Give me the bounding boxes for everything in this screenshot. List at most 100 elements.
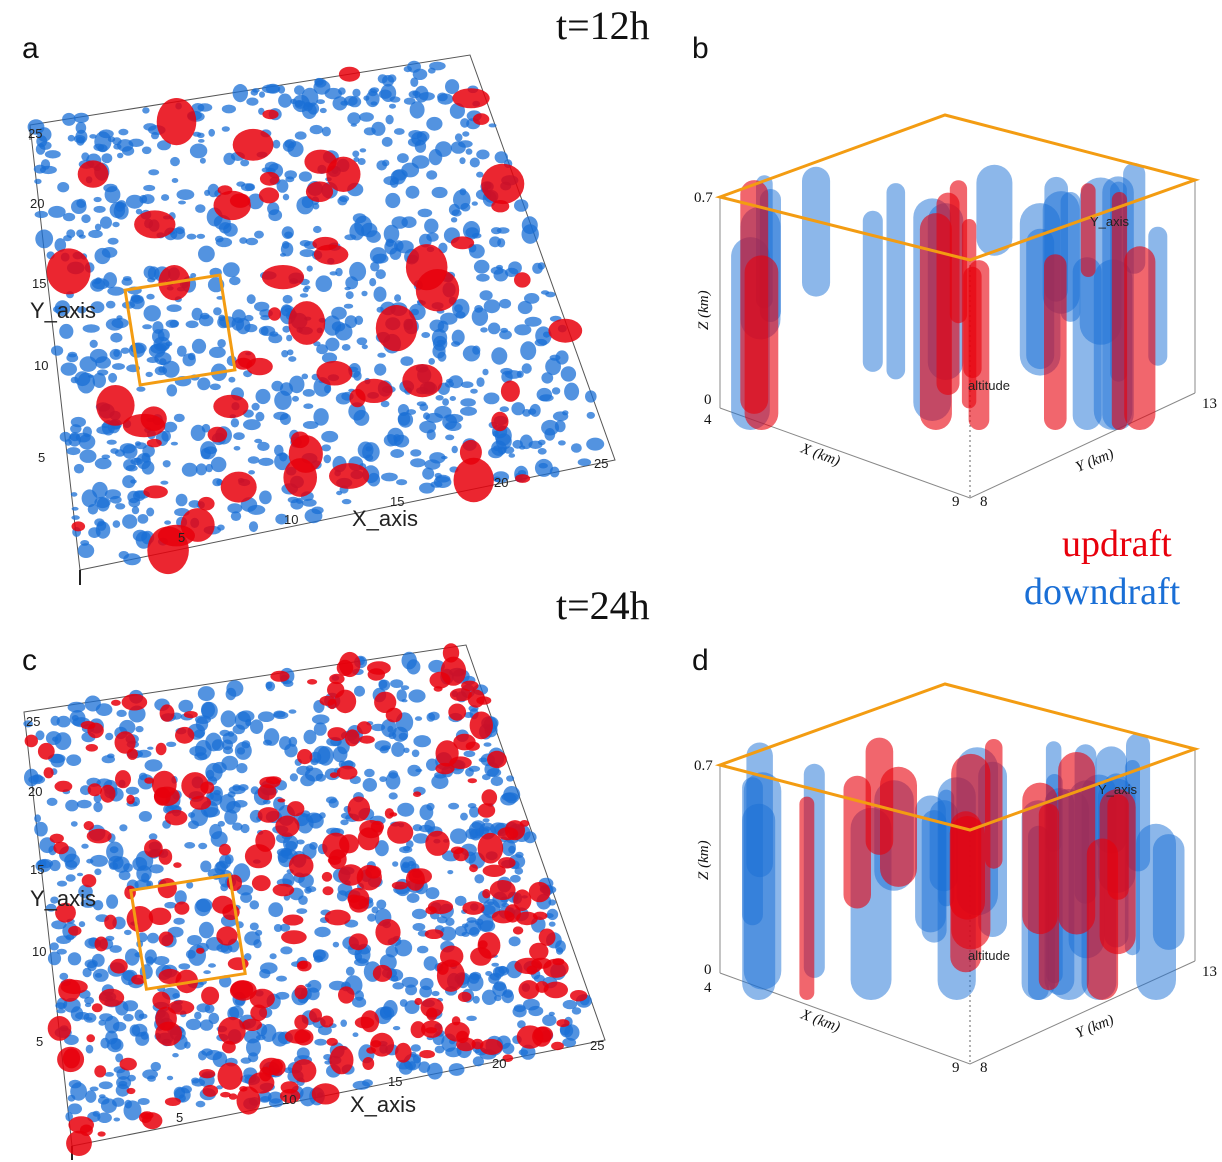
- downdraft-blob: [138, 1013, 148, 1019]
- downdraft-blob: [122, 514, 138, 529]
- downdraft-blob: [476, 171, 484, 178]
- panel-a-y-tick: 20: [30, 196, 44, 211]
- downdraft-blob: [181, 462, 198, 477]
- panel-letter-d: d: [692, 644, 709, 677]
- downdraft-blob: [476, 377, 485, 387]
- downdraft-blob: [577, 458, 592, 467]
- downdraft-blob: [138, 772, 148, 781]
- downdraft-blob: [311, 714, 330, 725]
- downdraft-blob: [37, 858, 54, 869]
- updraft-blob: [158, 931, 174, 947]
- panel-a-frame: [29, 54, 616, 571]
- updraft-blob: [338, 66, 361, 82]
- downdraft-blob: [352, 1032, 359, 1037]
- downdraft-blob: [450, 141, 466, 154]
- downdraft-blob: [98, 1019, 106, 1026]
- panel-c-x-tick: 25: [590, 1038, 604, 1053]
- downdraft-blob: [201, 423, 211, 433]
- downdraft-blob: [379, 776, 387, 782]
- updraft-blob: [389, 812, 398, 817]
- downdraft-blob: [426, 758, 439, 771]
- updraft-blob: [327, 855, 342, 865]
- updraft-blob: [242, 1018, 262, 1031]
- downdraft-blob: [143, 184, 156, 192]
- downdraft-blob: [319, 107, 327, 114]
- downdraft-blob: [135, 442, 147, 450]
- updraft-blob: [122, 413, 166, 438]
- downdraft-blob: [65, 874, 76, 882]
- downdraft-blob: [112, 520, 121, 528]
- downdraft-column: [1152, 834, 1185, 950]
- downdraft-blob: [469, 806, 480, 818]
- downdraft-blob: [94, 868, 102, 876]
- updraft-blob: [329, 673, 345, 685]
- updraft-blob: [297, 749, 313, 765]
- updraft-blob: [228, 1093, 238, 1100]
- downdraft-blob: [283, 835, 299, 852]
- downdraft-blob: [309, 124, 324, 135]
- downdraft-blob: [502, 1042, 515, 1055]
- downdraft-blob: [247, 456, 260, 464]
- downdraft-blob: [400, 685, 410, 691]
- downdraft-blob: [397, 404, 410, 416]
- downdraft-blob: [571, 1007, 582, 1015]
- updraft-blob: [402, 364, 443, 398]
- downdraft-blob: [213, 307, 222, 316]
- updraft-blob: [37, 742, 55, 760]
- updraft-blob: [356, 721, 372, 735]
- downdraft-blob: [123, 1013, 134, 1022]
- downdraft-blob: [67, 134, 75, 142]
- updraft-blob: [450, 846, 464, 855]
- downdraft-blob: [152, 321, 164, 334]
- downdraft-blob: [138, 811, 152, 822]
- updraft-column: [961, 219, 977, 409]
- downdraft-blob: [503, 989, 513, 998]
- downdraft-blob: [279, 923, 291, 932]
- panel-b-y-label: Y (km): [1074, 446, 1117, 476]
- updraft-blob: [514, 272, 531, 288]
- downdraft-blob: [397, 153, 409, 164]
- downdraft-blob: [510, 874, 521, 883]
- downdraft-blob: [60, 362, 77, 376]
- panel-b-x-label: X (km): [798, 440, 842, 469]
- updraft-blob: [329, 772, 339, 778]
- downdraft-blob: [34, 814, 41, 823]
- downdraft-blob: [112, 856, 130, 873]
- updraft-blob: [87, 783, 103, 797]
- updraft-blob: [320, 1015, 334, 1028]
- updraft-blob: [207, 426, 228, 443]
- downdraft-blob: [45, 903, 57, 912]
- updraft-column: [950, 811, 982, 973]
- downdraft-blob: [442, 398, 449, 406]
- downdraft-blob: [348, 96, 362, 108]
- downdraft-blob: [86, 858, 94, 864]
- downdraft-blob: [375, 269, 386, 280]
- panel-a-y-axis-title: Y_axis: [30, 298, 96, 323]
- downdraft-blob: [419, 420, 437, 434]
- downdraft-blob: [276, 179, 289, 193]
- downdraft-blob: [107, 237, 119, 245]
- downdraft-blob: [56, 948, 67, 955]
- downdraft-blob: [76, 872, 84, 877]
- downdraft-blob: [194, 1011, 202, 1020]
- updraft-column: [985, 739, 1003, 869]
- downdraft-blob: [254, 438, 263, 444]
- downdraft-blob: [361, 344, 368, 350]
- downdraft-blob: [142, 324, 153, 330]
- updraft-blob: [294, 1014, 309, 1030]
- downdraft-blob: [248, 470, 256, 475]
- downdraft-blob: [375, 840, 389, 857]
- downdraft-blob: [345, 276, 359, 290]
- downdraft-blob: [396, 1059, 412, 1070]
- updraft-blob: [251, 875, 271, 892]
- downdraft-blob: [352, 88, 361, 98]
- downdraft-blob: [80, 898, 96, 908]
- downdraft-blob: [169, 319, 180, 328]
- downdraft-blob: [34, 210, 48, 219]
- updraft-blob: [515, 474, 531, 483]
- downdraft-blob: [254, 301, 270, 312]
- updraft-blob: [322, 886, 334, 896]
- downdraft-blob: [90, 301, 105, 314]
- updraft-blob: [270, 670, 290, 682]
- updraft-blob: [425, 906, 437, 915]
